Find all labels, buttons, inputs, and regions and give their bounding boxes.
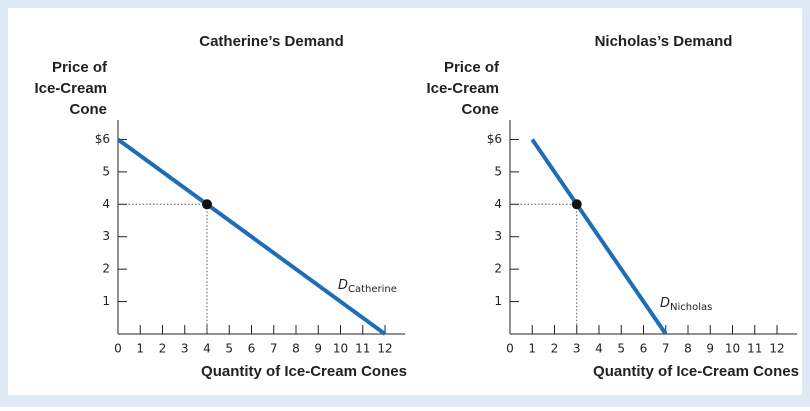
x-tick-label: 11 bbox=[355, 342, 370, 356]
y-tick-label: $6 bbox=[95, 132, 110, 146]
x-tick-label: 0 bbox=[114, 342, 122, 356]
y-axis-label: Price of bbox=[52, 59, 108, 76]
curve-label: DNicholas bbox=[660, 296, 712, 314]
y-tick-label: 4 bbox=[494, 197, 502, 211]
x-tick-label: 9 bbox=[314, 342, 322, 356]
x-tick-label: 4 bbox=[203, 342, 211, 356]
curve-subscript: Catherine bbox=[348, 284, 397, 295]
x-tick-label: 6 bbox=[640, 342, 648, 356]
x-axis-label: Quantity of Ice-Cream Cones bbox=[201, 363, 407, 380]
curve-label: DCatherine bbox=[338, 278, 397, 296]
x-tick-label: 7 bbox=[270, 342, 278, 356]
curve-subscript: Nicholas bbox=[670, 302, 712, 313]
y-tick-label: 5 bbox=[494, 164, 502, 178]
demand-line bbox=[530, 138, 668, 336]
x-tick-label: 10 bbox=[333, 342, 348, 356]
chart-title: Nicholas’s Demand bbox=[595, 33, 733, 50]
y-tick-label: 1 bbox=[102, 294, 110, 308]
x-tick-label: 9 bbox=[706, 342, 714, 356]
y-axis-label: Cone bbox=[70, 101, 108, 118]
x-tick-label: 3 bbox=[181, 342, 189, 356]
x-tick-label: 10 bbox=[725, 342, 740, 356]
y-tick-label: 1 bbox=[494, 294, 502, 308]
x-tick-label: 3 bbox=[573, 342, 581, 356]
x-tick-label: 7 bbox=[662, 342, 670, 356]
y-axis-label: Ice-Cream bbox=[426, 80, 499, 97]
x-axis-label: Quantity of Ice-Cream Cones bbox=[593, 363, 799, 380]
x-tick-label: 12 bbox=[377, 342, 392, 356]
x-tick-label: 1 bbox=[528, 342, 536, 356]
x-tick-label: 5 bbox=[225, 342, 233, 356]
chart-title: Catherine’s Demand bbox=[199, 33, 344, 50]
x-tick-label: 4 bbox=[595, 342, 603, 356]
x-tick-label: 2 bbox=[159, 342, 167, 356]
x-tick-label: 2 bbox=[551, 342, 559, 356]
y-tick-label: 3 bbox=[494, 229, 502, 243]
y-tick-label: 4 bbox=[102, 197, 110, 211]
y-tick-label: 3 bbox=[102, 229, 110, 243]
x-tick-label: 5 bbox=[617, 342, 625, 356]
panel-bg bbox=[8, 8, 802, 395]
x-tick-label: 12 bbox=[769, 342, 784, 356]
y-tick-label: 5 bbox=[102, 164, 110, 178]
demand-line bbox=[116, 137, 387, 336]
x-tick-label: 11 bbox=[747, 342, 762, 356]
y-tick-label: 2 bbox=[102, 262, 110, 276]
x-tick-label: 8 bbox=[292, 342, 300, 356]
y-axis-label: Price of bbox=[444, 59, 500, 76]
y-axis-label: Cone bbox=[462, 101, 500, 118]
x-tick-label: 1 bbox=[136, 342, 144, 356]
x-tick-label: 0 bbox=[506, 342, 514, 356]
curve-name: D bbox=[660, 296, 670, 311]
x-tick-label: 6 bbox=[248, 342, 256, 356]
point bbox=[571, 199, 582, 210]
x-tick-label: 8 bbox=[684, 342, 692, 356]
y-tick-label: 2 bbox=[494, 262, 502, 276]
curve-name: D bbox=[338, 278, 348, 293]
y-tick-label: $6 bbox=[487, 132, 502, 146]
y-axis-label: Ice-Cream bbox=[34, 80, 107, 97]
point bbox=[202, 199, 212, 210]
